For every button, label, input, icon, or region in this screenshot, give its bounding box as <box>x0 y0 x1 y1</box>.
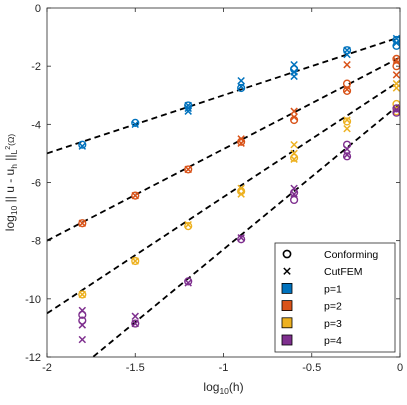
legend-swatch-p1 <box>281 282 293 294</box>
y-tick-label: -2 <box>31 61 41 73</box>
cutfem-point-p3 <box>78 290 87 299</box>
cutfem-point-p4 <box>237 234 245 242</box>
cutfem-point-p1 <box>131 120 139 129</box>
legend: Conforming CutFEM p=1 p=2 p=3 p=4 <box>274 242 396 353</box>
cutfem-point-p2 <box>184 165 192 174</box>
cutfem-point-p4 <box>392 106 400 114</box>
cutfem-point-p4 <box>290 184 298 193</box>
conforming-point-p4 <box>342 152 352 161</box>
cutfem-point-p4 <box>131 319 139 328</box>
cutfem-point-p2 <box>343 60 351 69</box>
conforming-point-p3 <box>78 290 87 299</box>
cutfem-point-p2 <box>290 113 298 121</box>
legend-label: p=2 <box>324 301 342 313</box>
conforming-point-p2 <box>78 219 87 228</box>
cutfem-point-p4 <box>78 306 87 315</box>
conforming-point-p1 <box>237 83 246 93</box>
legend-cross-icon <box>283 267 291 275</box>
cutfem-point-p1 <box>184 101 192 110</box>
cutfem-point-p4 <box>343 151 351 159</box>
cutfem-point-p2 <box>290 107 298 115</box>
cutfem-point-p2 <box>131 191 139 200</box>
cutfem-point-p1 <box>184 104 192 113</box>
cutfem-point-p3 <box>343 124 351 133</box>
legend-label: p=4 <box>324 335 342 347</box>
cutfem-point-p4 <box>290 190 298 198</box>
conforming-point-p4 <box>131 319 140 328</box>
trend-line-p2 <box>47 56 400 242</box>
trend-line-p4 <box>91 103 400 357</box>
x-axis-label: log10(h) <box>203 380 243 396</box>
legend-circle-icon <box>282 249 292 259</box>
cutfem-point-p1 <box>290 72 298 81</box>
x-tick-label: 0 <box>397 362 403 374</box>
legend-label: p=1 <box>324 283 342 295</box>
cutfem-point-p3 <box>184 220 192 229</box>
cutfem-point-p4 <box>343 145 351 153</box>
cutfem-point-p1 <box>343 50 351 59</box>
cutfem-point-p1 <box>237 82 245 91</box>
x-tick-label: -1.5 <box>126 362 145 374</box>
cutfem-point-p3 <box>131 257 139 265</box>
conforming-point-p3 <box>184 222 193 231</box>
cutfem-point-p3 <box>290 140 298 149</box>
conforming-point-p2 <box>184 165 193 174</box>
y-tick-label: -8 <box>31 236 41 248</box>
conforming-point-p2 <box>342 86 352 95</box>
conforming-point-p2 <box>131 191 140 200</box>
trend-line-p3 <box>47 79 400 315</box>
cutfem-point-p1 <box>78 142 87 150</box>
legend-swatch-p3 <box>281 317 293 329</box>
cutfem-point-p3 <box>343 116 351 124</box>
conforming-point-p4 <box>237 235 246 244</box>
conforming-point-p4 <box>184 277 193 286</box>
y-axis-label: log10 || u - uh ||L2(Ω) <box>3 134 19 232</box>
cutfem-point-p3 <box>392 84 400 92</box>
cutfem-point-p2 <box>78 219 87 227</box>
legend-swatch-p4 <box>281 334 293 346</box>
conforming-point-p4 <box>290 195 299 205</box>
cutfem-point-p2 <box>392 56 400 65</box>
trend-line-p1 <box>47 36 400 155</box>
conforming-point-p3 <box>131 256 140 266</box>
y-tick-label: -12 <box>25 352 41 364</box>
cutfem-point-p2 <box>343 85 351 94</box>
cutfem-point-p1 <box>237 76 245 85</box>
legend-label: Conforming <box>324 249 378 261</box>
y-tick-label: 0 <box>35 3 41 15</box>
legend-swatch-p2 <box>281 300 293 312</box>
legend-label: p=3 <box>324 318 342 330</box>
cutfem-point-p4 <box>78 321 87 329</box>
conforming-point-p1 <box>131 118 140 127</box>
cutfem-point-p4 <box>78 335 87 344</box>
x-tick-label: -2 <box>42 362 52 374</box>
trend-lines <box>47 36 400 357</box>
cutfem-point-p3 <box>237 184 245 193</box>
cutfem-point-p1 <box>392 39 400 47</box>
x-tick-label: -1 <box>219 362 229 374</box>
y-tick-label: -6 <box>31 178 41 190</box>
cutfem-point-p1 <box>290 60 298 69</box>
y-tick-label: -4 <box>31 119 41 131</box>
cutfem-point-p3 <box>290 149 298 158</box>
cutfem-point-p4 <box>184 279 192 287</box>
axis-ticks: -2 -1.5 -1 -0.5 0 0 -2 -4 -6 -8 -10 -12 <box>25 3 403 374</box>
cutfem-point-p3 <box>290 155 298 163</box>
data-markers <box>78 34 400 344</box>
legend-box <box>274 242 396 353</box>
y-tick-label: -10 <box>25 294 41 306</box>
cutfem-point-p4 <box>131 312 139 321</box>
conforming-point-p3 <box>342 117 352 126</box>
cutfem-point-p3 <box>237 190 245 198</box>
legend-label: CutFEM <box>324 266 363 278</box>
cutfem-point-p2 <box>237 139 245 147</box>
cutfem-point-p2 <box>392 71 400 79</box>
conforming-point-p1 <box>78 140 87 149</box>
cutfem-point-p1 <box>184 107 192 115</box>
x-tick-label: -0.5 <box>302 362 321 374</box>
